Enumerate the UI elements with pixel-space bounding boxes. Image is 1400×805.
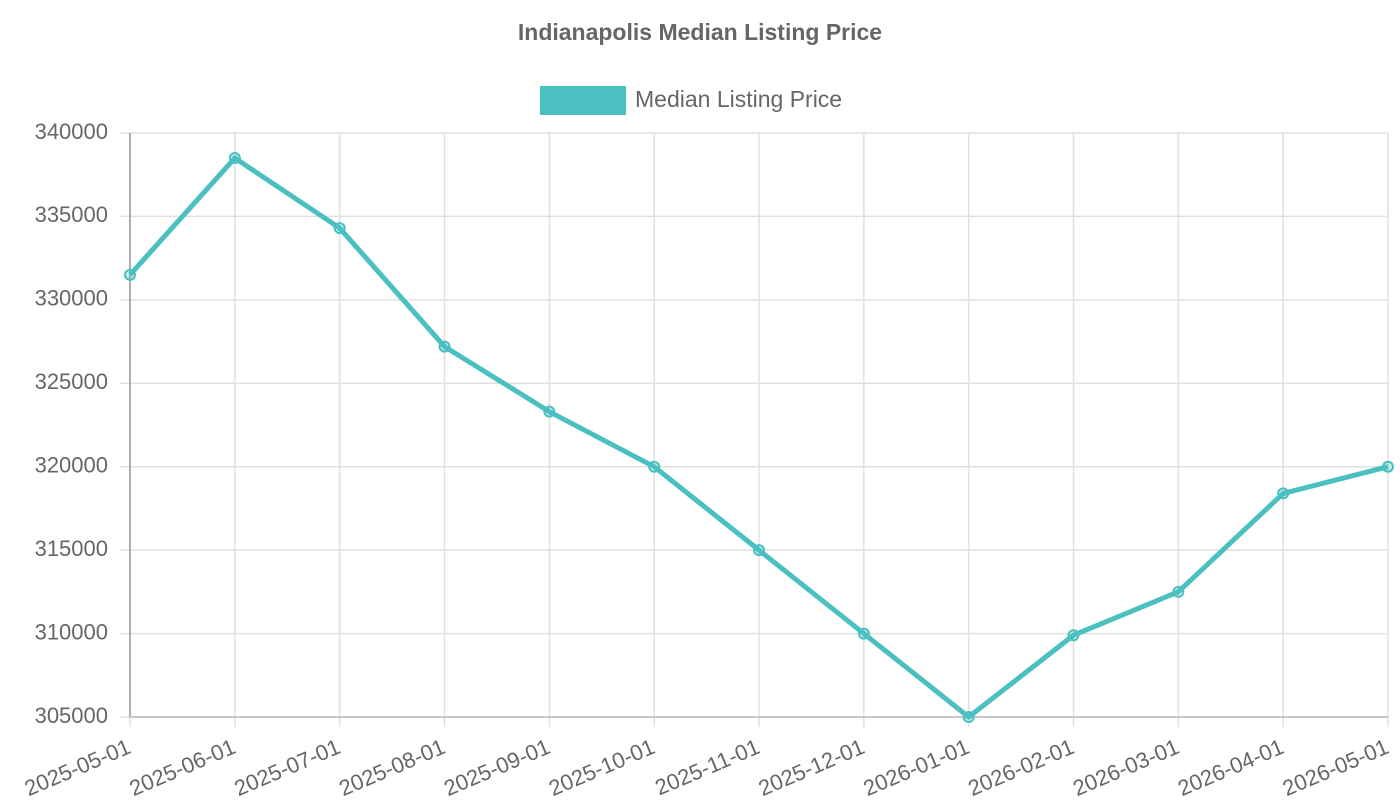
y-tick-label: 325000 bbox=[35, 369, 108, 394]
x-tick-label: 2025-11-01 bbox=[651, 734, 763, 800]
data-point bbox=[438, 340, 451, 353]
x-tick-label: 2026-01-01 bbox=[860, 734, 973, 800]
y-tick-label: 310000 bbox=[35, 619, 108, 644]
x-tick-label: 2025-09-01 bbox=[440, 734, 553, 800]
legend-label: Median Listing Price bbox=[635, 86, 842, 112]
data-point bbox=[1277, 487, 1290, 500]
data-point bbox=[1067, 629, 1080, 642]
y-tick-label: 340000 bbox=[35, 119, 108, 144]
data-point bbox=[124, 268, 136, 281]
legend-swatch bbox=[540, 86, 626, 115]
data-point bbox=[648, 460, 661, 473]
data-point bbox=[857, 627, 870, 640]
y-tick-label: 330000 bbox=[35, 286, 108, 311]
y-tick-label: 315000 bbox=[35, 536, 108, 561]
data-point bbox=[543, 405, 556, 418]
x-tick-label: 2026-02-01 bbox=[964, 734, 1077, 800]
data-point bbox=[1382, 460, 1394, 473]
data-point bbox=[228, 152, 241, 165]
data-point bbox=[1172, 585, 1185, 598]
x-tick-label: 2026-04-01 bbox=[1174, 734, 1287, 800]
y-tick-label: 305000 bbox=[35, 703, 108, 728]
x-tick-label: 2025-06-01 bbox=[126, 734, 239, 800]
x-tick-label: 2025-10-01 bbox=[545, 734, 658, 800]
chart-title: Indianapolis Median Listing Price bbox=[518, 19, 882, 45]
y-tick-label: 320000 bbox=[35, 453, 108, 478]
x-tick-label: 2026-05-01 bbox=[1279, 734, 1392, 800]
data-point bbox=[333, 222, 346, 235]
data-point bbox=[753, 544, 765, 557]
x-tick-label: 2025-05-01 bbox=[21, 734, 134, 800]
data-line bbox=[128, 155, 1389, 720]
x-tick-label: 2025-08-01 bbox=[335, 734, 448, 800]
y-tick-label: 335000 bbox=[35, 202, 108, 227]
x-tick-label: 2026-03-01 bbox=[1069, 734, 1182, 800]
data-point bbox=[962, 711, 975, 723]
x-tick-label: 2025-12-01 bbox=[755, 734, 868, 800]
x-tick-label: 2025-07-01 bbox=[231, 734, 344, 800]
